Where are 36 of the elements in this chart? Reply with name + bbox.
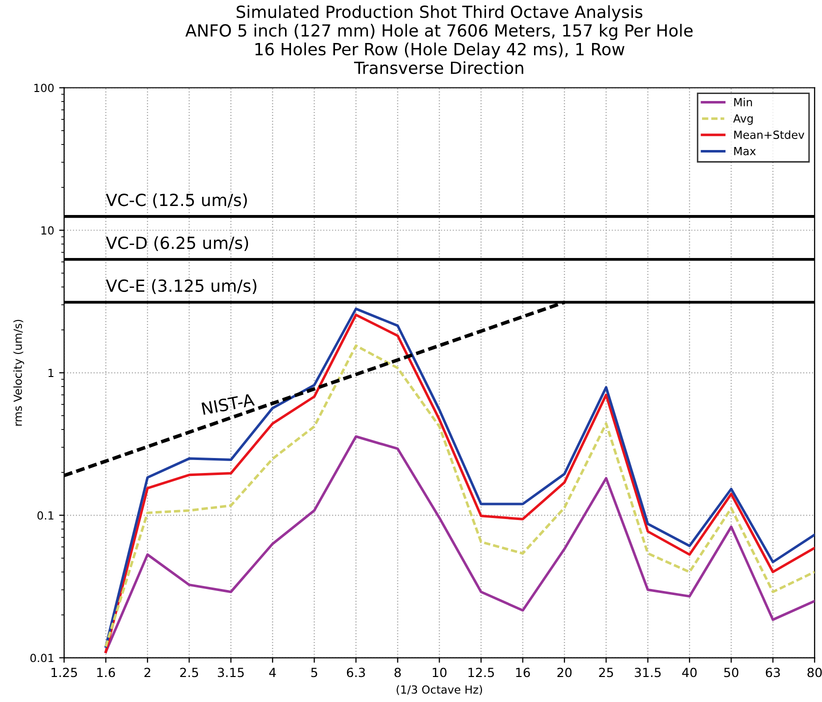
y-tick-label: 0.01 bbox=[30, 654, 54, 662]
y-tick-label: 100 bbox=[34, 84, 54, 92]
x-tick-label: 8 bbox=[394, 668, 401, 678]
x-tick-label: 3.15 bbox=[218, 668, 244, 678]
legend-label: Min bbox=[734, 98, 752, 106]
x-tick-label: 1.25 bbox=[52, 668, 77, 678]
text: NIST-A bbox=[202, 393, 255, 416]
x-tick-label: 2 bbox=[144, 668, 150, 677]
x-tick-label: 12.5 bbox=[468, 668, 494, 678]
y-axis-title: rms Velocity (um/s) bbox=[13, 320, 24, 426]
x-tick-label: 20 bbox=[557, 668, 572, 678]
x-tick-label: 25 bbox=[599, 668, 613, 678]
x-tick-label: 31.5 bbox=[634, 668, 661, 678]
x-tick-label: 1.6 bbox=[97, 668, 115, 678]
x-tick-label: 10 bbox=[432, 668, 446, 678]
chart-title: Simulated Production Shot Third Octave Analysis ANFO 5 inch (127 mm) Hole at 7606 Meters, 157 kg Per Hole 16 Holes Per Row (Hole Delay 42 ms), 1 Row Transverse Direction bbox=[185, 5, 693, 74]
x-tick-label: 16 bbox=[516, 668, 530, 678]
x-axis-title: (1/3 Octave Hz) bbox=[396, 685, 482, 696]
x-tick-label: 63 bbox=[766, 668, 780, 678]
x-tick-label: 50 bbox=[724, 668, 738, 678]
legend-label: Max bbox=[734, 147, 756, 156]
x-tick-label: 5 bbox=[311, 668, 318, 678]
legend-label: Avg bbox=[733, 114, 753, 125]
legend-label: Mean+Stdev bbox=[734, 130, 804, 139]
y-tick-label: 0.1 bbox=[37, 511, 54, 520]
ref-line-label: VC-C (12.5 um/s) bbox=[106, 193, 247, 208]
y-tick-label: 10 bbox=[41, 226, 54, 235]
x-tick-label: 4 bbox=[269, 668, 276, 677]
x-tick-label: 2.5 bbox=[180, 668, 198, 678]
x-tick-label: 6.3 bbox=[346, 668, 365, 678]
x-tick-label: 40 bbox=[682, 668, 697, 678]
x-tick-label: 80 bbox=[807, 668, 822, 678]
ref-line-label: VC-D (6.25 um/s) bbox=[106, 236, 248, 252]
ref-line-label: VC-E (3.125 um/s) bbox=[106, 279, 256, 294]
y-tick-label: 1 bbox=[48, 368, 54, 377]
line-series bbox=[104, 435, 815, 654]
